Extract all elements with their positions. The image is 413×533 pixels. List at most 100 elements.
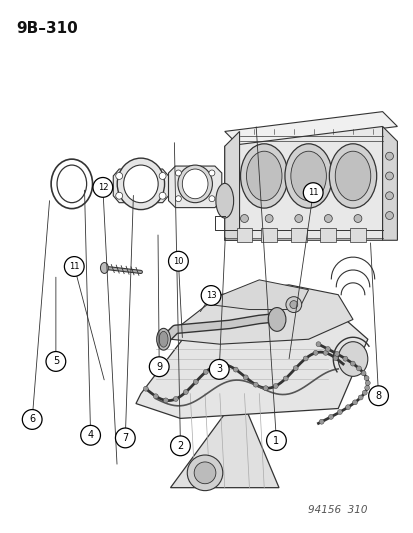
Polygon shape [135, 300, 367, 418]
Circle shape [285, 297, 301, 312]
Circle shape [334, 351, 339, 357]
Circle shape [209, 196, 214, 201]
Text: 12: 12 [97, 183, 108, 192]
Circle shape [183, 390, 188, 394]
Circle shape [116, 173, 122, 180]
Circle shape [159, 192, 166, 199]
Circle shape [170, 436, 190, 456]
Circle shape [194, 462, 215, 484]
Ellipse shape [284, 144, 332, 208]
Circle shape [159, 173, 166, 180]
Text: 9: 9 [156, 362, 162, 372]
Circle shape [361, 390, 366, 395]
Circle shape [352, 400, 356, 405]
Ellipse shape [182, 169, 207, 199]
Circle shape [385, 152, 392, 160]
Circle shape [193, 379, 198, 384]
Circle shape [302, 356, 307, 361]
Circle shape [356, 366, 361, 371]
Ellipse shape [100, 263, 108, 273]
Bar [320, 229, 335, 243]
Ellipse shape [156, 328, 170, 350]
Circle shape [173, 397, 178, 401]
Circle shape [364, 381, 369, 385]
Circle shape [294, 215, 302, 222]
Text: 4: 4 [87, 430, 93, 440]
Circle shape [187, 455, 222, 491]
Circle shape [93, 177, 112, 197]
Text: 13: 13 [205, 291, 216, 300]
Circle shape [385, 212, 392, 220]
Ellipse shape [240, 144, 287, 208]
Circle shape [292, 366, 297, 370]
Circle shape [368, 386, 387, 406]
Circle shape [282, 376, 287, 381]
Circle shape [349, 361, 354, 366]
Circle shape [46, 352, 66, 372]
Polygon shape [382, 126, 396, 240]
Circle shape [318, 419, 323, 424]
Bar [236, 229, 252, 243]
Circle shape [203, 369, 208, 374]
Bar [290, 229, 306, 243]
Circle shape [325, 346, 330, 351]
Polygon shape [170, 394, 278, 488]
Circle shape [357, 395, 362, 400]
Circle shape [143, 386, 148, 391]
Circle shape [337, 409, 342, 415]
Circle shape [253, 382, 258, 387]
Bar [349, 229, 365, 243]
Circle shape [385, 192, 392, 200]
Ellipse shape [57, 165, 86, 203]
Ellipse shape [337, 342, 367, 376]
Circle shape [209, 359, 228, 379]
Circle shape [168, 252, 188, 271]
Circle shape [360, 371, 365, 376]
Polygon shape [209, 280, 308, 310]
Circle shape [353, 215, 361, 222]
Circle shape [328, 415, 332, 419]
Circle shape [243, 375, 248, 380]
Text: 9B–310: 9B–310 [17, 21, 78, 36]
Circle shape [209, 170, 214, 176]
Text: 94156  310: 94156 310 [308, 505, 367, 515]
Ellipse shape [178, 165, 212, 203]
Circle shape [266, 431, 286, 450]
Bar [261, 229, 276, 243]
Ellipse shape [159, 332, 168, 347]
Text: 3: 3 [216, 365, 222, 374]
Text: 11: 11 [307, 188, 318, 197]
Text: 6: 6 [29, 415, 35, 424]
Circle shape [81, 425, 100, 445]
Circle shape [240, 215, 248, 222]
Text: 5: 5 [52, 357, 59, 367]
Circle shape [273, 384, 278, 389]
Circle shape [289, 301, 297, 309]
Ellipse shape [51, 159, 93, 208]
Circle shape [345, 405, 350, 410]
Ellipse shape [268, 308, 285, 332]
Text: 7: 7 [122, 433, 128, 443]
Ellipse shape [328, 144, 376, 208]
Circle shape [385, 172, 392, 180]
Circle shape [116, 192, 122, 199]
Circle shape [263, 386, 268, 391]
Polygon shape [224, 132, 239, 240]
Circle shape [315, 342, 320, 346]
Circle shape [153, 394, 158, 399]
Polygon shape [224, 111, 396, 146]
Ellipse shape [123, 165, 158, 203]
Circle shape [64, 256, 84, 277]
Text: 8: 8 [375, 391, 381, 401]
Circle shape [363, 376, 368, 381]
Circle shape [303, 183, 322, 203]
Circle shape [213, 363, 218, 368]
Ellipse shape [290, 151, 325, 201]
Circle shape [223, 362, 228, 367]
Circle shape [175, 196, 181, 201]
Circle shape [313, 350, 317, 356]
Circle shape [332, 356, 337, 360]
Circle shape [233, 367, 237, 372]
Circle shape [175, 170, 181, 176]
Circle shape [323, 350, 328, 356]
